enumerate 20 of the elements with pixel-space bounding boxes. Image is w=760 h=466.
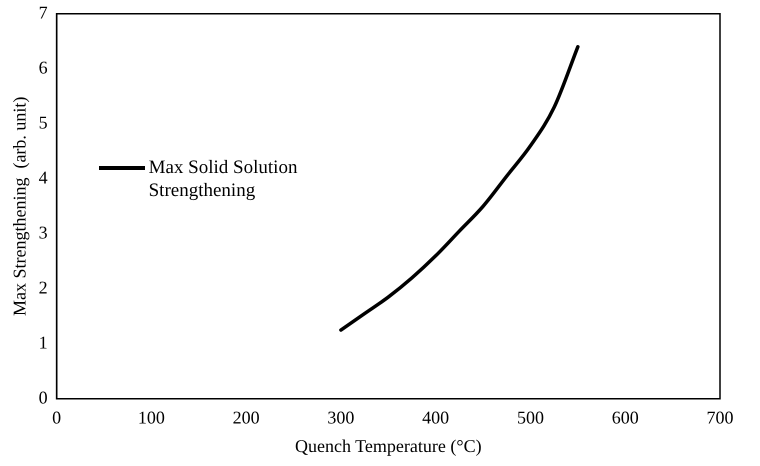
y-tick-label: 0 <box>38 388 48 408</box>
y-axis-title: Max Strengthening (arb. unit) <box>10 96 30 316</box>
x-tick-label: 400 <box>422 407 450 428</box>
y-tick-label: 2 <box>38 278 48 298</box>
y-tick-label: 7 <box>38 2 48 23</box>
x-tick-label: 300 <box>327 407 354 428</box>
legend-label: Max Solid Solution Strengthening <box>148 156 298 202</box>
y-tick-label: 5 <box>38 112 48 133</box>
x-tick-label: 600 <box>612 407 639 428</box>
x-axis-title: Quench Temperature (°C) <box>295 436 482 456</box>
y-tick-label: 4 <box>38 168 48 188</box>
line-series <box>339 45 580 332</box>
y-tick-label: 6 <box>38 58 48 78</box>
x-tick-label: 0 <box>52 407 62 428</box>
x-tick-label: 100 <box>138 407 165 428</box>
x-tick-label: 700 <box>706 407 734 428</box>
x-tick-label: 500 <box>516 407 544 428</box>
y-tick-label: 1 <box>38 332 48 353</box>
y-tick-label: 3 <box>38 222 48 243</box>
x-tick-label: 200 <box>232 407 260 428</box>
